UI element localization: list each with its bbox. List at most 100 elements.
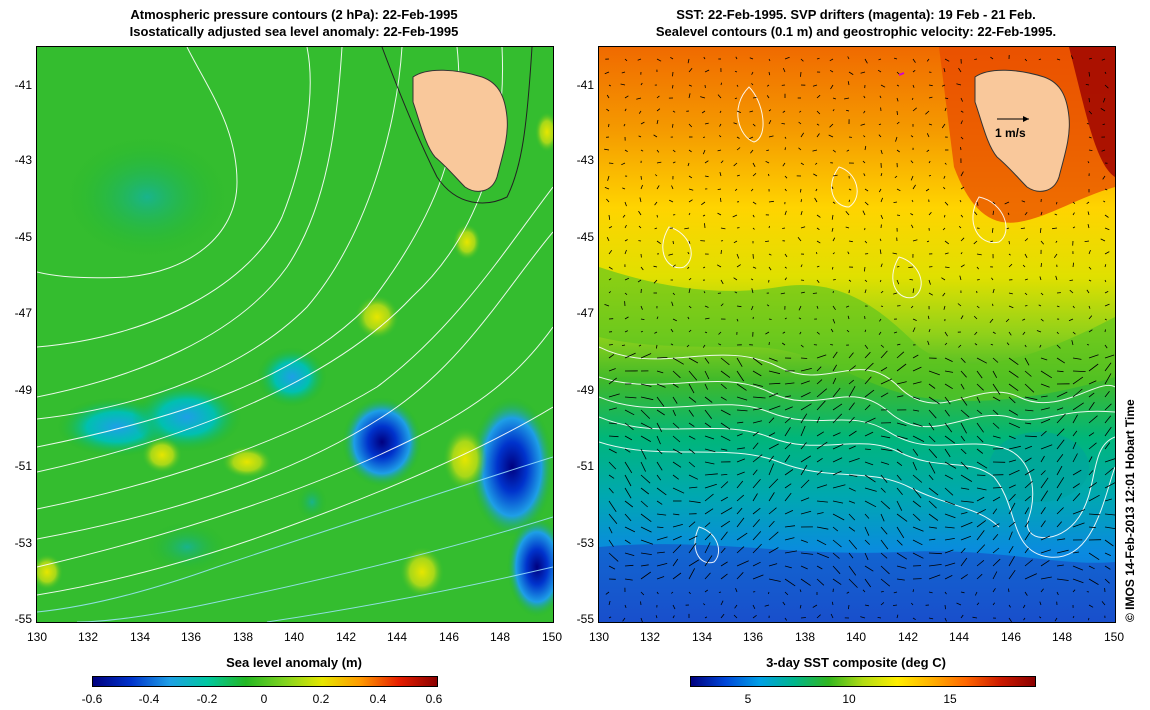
velocity-arrow	[654, 174, 658, 177]
velocity-arrow	[960, 120, 963, 125]
velocity-arrow	[925, 110, 930, 115]
lat-tick: -45	[576, 230, 594, 244]
velocity-arrow	[862, 210, 866, 216]
velocity-arrow	[816, 227, 820, 231]
velocity-arrow	[960, 315, 964, 320]
velocity-arrow	[848, 279, 852, 282]
velocity-arrow	[656, 422, 663, 432]
velocity-arrow	[848, 445, 856, 450]
velocity-arrow	[1088, 552, 1100, 561]
velocity-arrow	[960, 422, 967, 434]
velocity-arrow	[749, 57, 754, 60]
velocity-arrow	[703, 266, 706, 269]
velocity-arrow	[864, 417, 876, 424]
velocity-arrow	[704, 175, 709, 178]
velocity-arrow	[704, 555, 713, 567]
velocity-arrow	[960, 383, 965, 390]
velocity-arrow	[944, 370, 954, 373]
velocity-arrow	[1072, 441, 1077, 450]
velocity-arrow	[828, 134, 834, 138]
velocity-arrow	[622, 187, 626, 190]
velocity-arrow	[751, 288, 754, 294]
velocity-arrow	[640, 396, 654, 401]
velocity-arrow	[1039, 344, 1042, 348]
velocity-arrow	[815, 251, 818, 255]
left-title-line2: Isostatically adjusted sea level anomaly…	[129, 24, 459, 39]
velocity-arrow	[880, 172, 883, 177]
velocity-arrow	[1056, 477, 1065, 489]
velocity-arrow	[845, 211, 850, 216]
velocity-arrow	[1104, 442, 1111, 450]
velocity-arrow	[621, 71, 626, 74]
sst-map: 1 m/s	[598, 46, 1116, 623]
velocity-arrow	[640, 571, 652, 580]
velocity-arrow	[864, 289, 867, 294]
velocity-arrow	[928, 538, 936, 541]
velocity-arrow	[912, 422, 923, 427]
velocity-arrow	[976, 474, 986, 476]
velocity-arrow	[703, 603, 706, 606]
colorbar-tick: 0.6	[425, 692, 443, 706]
velocity-arrow	[1101, 601, 1106, 606]
velocity-arrow	[1104, 565, 1111, 570]
velocity-arrow	[672, 240, 674, 245]
velocity-arrow	[656, 149, 660, 153]
velocity-arrow	[847, 315, 850, 320]
velocity-arrow	[992, 422, 1000, 429]
velocity-arrow	[1088, 513, 1101, 516]
velocity-arrow	[752, 123, 756, 127]
velocity-arrow	[941, 277, 946, 281]
velocity-arrow	[816, 552, 830, 559]
velocity-arrow	[960, 535, 972, 541]
velocity-arrow	[640, 353, 652, 359]
velocity-arrow	[624, 578, 633, 581]
velocity-arrow	[640, 539, 654, 545]
velocity-arrow	[718, 343, 722, 346]
velocity-arrow	[958, 344, 962, 348]
velocity-arrow	[928, 552, 942, 555]
velocity-arrow	[992, 523, 1000, 528]
velocity-arrow	[622, 617, 626, 622]
velocity-arrow	[1056, 538, 1066, 541]
velocity-arrow	[640, 601, 642, 606]
velocity-arrow	[1088, 494, 1100, 502]
velocity-arrow	[925, 188, 930, 192]
velocity-arrow	[752, 383, 763, 387]
velocity-arrow	[864, 461, 874, 466]
velocity-arrow	[800, 199, 802, 203]
velocity-arrow	[800, 344, 804, 348]
velocity-arrow	[604, 148, 610, 151]
velocity-arrow	[992, 435, 1001, 439]
velocity-arrow	[942, 292, 946, 297]
velocity-arrow	[736, 532, 748, 541]
velocity-arrow	[768, 109, 772, 112]
velocity-arrow	[752, 543, 762, 554]
low-anomaly-patch	[470, 397, 553, 537]
velocity-arrow	[832, 403, 843, 411]
velocity-arrow	[736, 84, 739, 87]
velocity-arrow	[1022, 318, 1026, 321]
velocity-arrow	[880, 591, 884, 593]
velocity-arrow	[688, 149, 692, 153]
velocity-arrow	[912, 318, 917, 321]
velocity-arrow	[768, 463, 775, 476]
velocity-arrow	[944, 214, 946, 218]
velocity-arrow	[1024, 480, 1033, 489]
velocity-arrow	[1006, 342, 1010, 346]
velocity-arrow	[832, 351, 838, 359]
velocity-arrow	[800, 264, 803, 268]
velocity-arrow	[1007, 212, 1010, 216]
lon-tick: 134	[129, 630, 151, 644]
velocity-arrow	[1069, 279, 1074, 281]
velocity-arrow	[688, 123, 693, 128]
velocity-arrow	[956, 83, 962, 86]
colorbar-tick: -0.4	[138, 692, 160, 706]
velocity-arrow	[1008, 588, 1010, 593]
velocity-arrow	[832, 279, 836, 281]
velocity-arrow	[1072, 589, 1076, 593]
velocity-arrow	[606, 198, 610, 203]
velocity-arrow	[973, 315, 978, 320]
velocity-arrow	[608, 344, 613, 346]
velocity-arrow	[1104, 303, 1110, 307]
velocity-arrow	[765, 331, 770, 335]
